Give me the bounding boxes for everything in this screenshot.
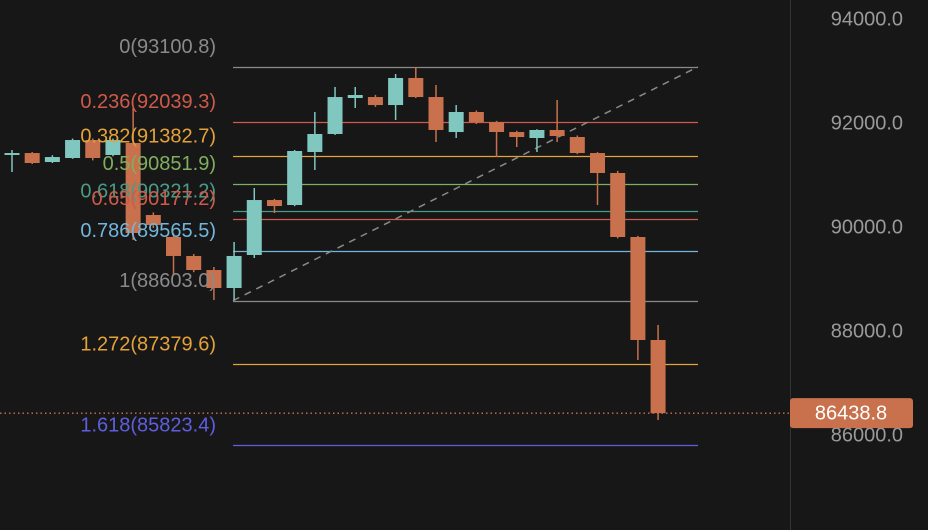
fib-level-label: 0.786(89565.5) xyxy=(80,220,216,242)
candle-body xyxy=(266,200,282,207)
current-price-tag xyxy=(790,398,913,429)
candle-body xyxy=(590,153,606,173)
candle-body xyxy=(489,122,505,133)
candle-body xyxy=(388,77,404,106)
fib-level-label: 1.618(85823.4) xyxy=(80,414,216,436)
candle-body xyxy=(367,97,383,106)
candle-body xyxy=(408,77,424,98)
candle-body xyxy=(4,153,20,156)
candle-body xyxy=(226,255,242,289)
candle-body xyxy=(145,215,161,225)
fib-level-label: 1(88603.0) xyxy=(119,270,216,292)
y-tick-label: 94000.0 xyxy=(831,8,903,30)
candle-body xyxy=(307,133,323,152)
candle-body xyxy=(105,140,121,156)
candle-body xyxy=(610,172,626,237)
candle-body xyxy=(24,153,40,164)
candle-body xyxy=(549,129,565,137)
fib-level-label: 0.236(92039.3) xyxy=(80,91,216,113)
candle-body xyxy=(327,97,343,134)
fib-level-label: 0.382(91382.7) xyxy=(80,125,216,147)
candle-body xyxy=(468,112,484,123)
fib-level-label: 0.5(90851.9) xyxy=(103,153,216,175)
candle-body xyxy=(246,200,262,255)
candle-body xyxy=(630,236,646,341)
current-price-label: 86438.8 xyxy=(815,402,887,424)
y-tick-label: 90000.0 xyxy=(831,216,903,238)
y-tick-label: 86000.0 xyxy=(831,424,903,446)
candle-body xyxy=(186,255,202,271)
fib-trend-line xyxy=(232,66,699,302)
candle-body xyxy=(166,236,182,256)
candle-body xyxy=(509,132,525,138)
candle-body xyxy=(448,112,464,133)
y-tick-label: 92000.0 xyxy=(831,112,903,134)
candle-body xyxy=(428,97,444,130)
candle-body xyxy=(65,140,81,159)
fib-level-label: 0(93100.8) xyxy=(119,36,216,58)
fib-level-label: 1.272(87379.6) xyxy=(80,334,216,356)
fib-level-label: 0.618(90321.2) xyxy=(80,181,216,203)
candle-body xyxy=(569,137,585,154)
candle-body xyxy=(125,142,141,233)
candle-body xyxy=(650,340,666,414)
candle-body xyxy=(85,140,101,159)
candle-body xyxy=(287,150,303,206)
candle-body xyxy=(347,94,363,99)
y-tick-label: 88000.0 xyxy=(831,320,903,342)
candle-body xyxy=(206,270,222,289)
candle-body xyxy=(44,157,60,163)
fib-level-label: 0.65(90177.2) xyxy=(91,188,216,210)
candle-body xyxy=(529,129,545,138)
